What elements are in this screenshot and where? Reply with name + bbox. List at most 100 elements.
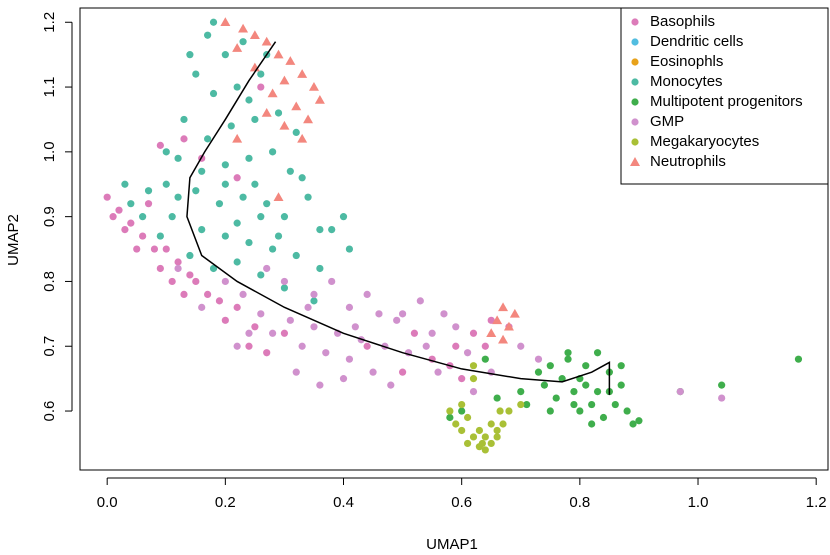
trajectory-curve <box>186 41 611 395</box>
point <box>398 368 407 376</box>
point <box>174 154 182 162</box>
point <box>198 167 206 175</box>
point <box>168 277 176 286</box>
legend-marker <box>631 138 639 146</box>
point <box>434 368 442 376</box>
point <box>198 226 206 234</box>
point <box>576 407 584 415</box>
point <box>582 381 590 389</box>
point <box>239 38 247 46</box>
point <box>245 154 253 162</box>
legend-label: Multipotent progenitors <box>650 93 803 110</box>
y-tick-label: 0.7 <box>41 336 58 357</box>
point <box>458 407 466 415</box>
point <box>328 226 336 234</box>
point <box>156 232 164 240</box>
point <box>363 342 371 350</box>
point <box>629 420 637 428</box>
point <box>588 420 596 428</box>
point <box>127 219 135 227</box>
point <box>291 101 302 111</box>
point <box>393 316 401 324</box>
point <box>505 407 513 415</box>
point <box>794 355 803 363</box>
point <box>487 316 495 324</box>
point <box>144 187 153 195</box>
point <box>534 355 543 363</box>
point <box>280 277 289 286</box>
point <box>198 303 206 311</box>
point <box>233 83 241 91</box>
point <box>298 342 306 350</box>
point <box>593 349 602 357</box>
point <box>339 213 348 221</box>
point <box>133 245 141 253</box>
point <box>150 245 159 253</box>
point <box>186 51 194 59</box>
point <box>617 381 625 389</box>
point <box>509 308 520 318</box>
point <box>564 349 572 357</box>
point <box>481 433 489 441</box>
point <box>273 49 284 59</box>
point <box>274 232 283 240</box>
point <box>310 323 318 331</box>
point <box>273 192 284 201</box>
point <box>251 323 259 331</box>
legend-label: Dendritic cells <box>650 33 743 50</box>
point <box>204 290 212 299</box>
point <box>209 18 218 26</box>
point <box>316 381 324 389</box>
point <box>481 446 489 454</box>
point <box>570 400 578 409</box>
point <box>221 51 229 59</box>
point <box>452 323 460 331</box>
legend-label: Neutrophils <box>650 153 726 170</box>
point <box>279 120 290 130</box>
point <box>162 245 170 253</box>
point <box>410 329 419 337</box>
point <box>220 17 231 27</box>
point <box>469 433 478 441</box>
point <box>245 96 253 104</box>
point <box>257 271 265 279</box>
point <box>552 394 560 402</box>
point <box>345 245 354 253</box>
point <box>239 290 247 299</box>
point <box>463 413 472 422</box>
point <box>285 56 296 65</box>
point <box>316 226 324 234</box>
point <box>168 213 176 221</box>
point <box>570 387 578 396</box>
point <box>192 70 200 78</box>
point <box>233 342 241 350</box>
point <box>267 88 278 98</box>
point <box>308 82 319 91</box>
point <box>144 200 153 208</box>
point <box>475 426 484 435</box>
point <box>564 355 572 363</box>
point <box>593 387 602 396</box>
point <box>463 349 472 357</box>
point <box>363 290 371 299</box>
point <box>186 251 194 260</box>
point <box>582 362 590 370</box>
point <box>599 413 608 422</box>
point <box>156 141 164 149</box>
point <box>127 200 135 208</box>
point <box>286 316 294 324</box>
point <box>416 297 424 305</box>
point <box>239 193 247 201</box>
point <box>274 109 283 117</box>
point <box>452 420 460 428</box>
point <box>546 362 554 370</box>
point <box>232 43 243 52</box>
point <box>718 381 726 389</box>
point <box>481 342 489 350</box>
y-tick-label: 1.2 <box>41 12 58 33</box>
point <box>280 284 289 292</box>
point <box>492 315 503 325</box>
point <box>139 232 147 240</box>
point <box>493 433 501 441</box>
point <box>339 375 348 383</box>
